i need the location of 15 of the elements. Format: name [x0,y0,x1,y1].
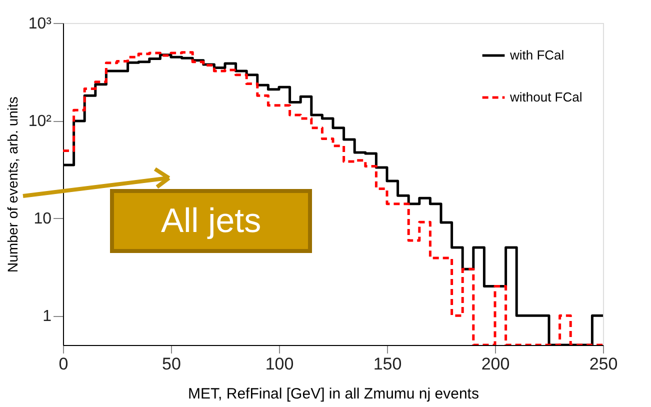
legend-label: with FCal [509,48,564,62]
x-tick-label: 50 [162,354,181,374]
y-axis-title: Number of events, arb. units [4,96,20,272]
x-tick-label: 0 [58,354,68,374]
y-tick-label: 10² [28,113,52,130]
legend-label: without FCal [509,90,582,104]
x-tick-label: 150 [373,354,402,374]
y-tick-label: 10 [34,210,52,228]
y-tick-label: 10³ [28,16,52,32]
x-tick-label: 200 [481,354,510,374]
x-tick-label: 100 [265,354,294,374]
x-tick-label: 250 [589,354,618,374]
x-axis-title: MET, RefFinal [GeV] in all Zmumu nj events [188,386,479,402]
annotation: All jets [160,202,262,240]
y-tick-label: 1 [42,308,52,326]
